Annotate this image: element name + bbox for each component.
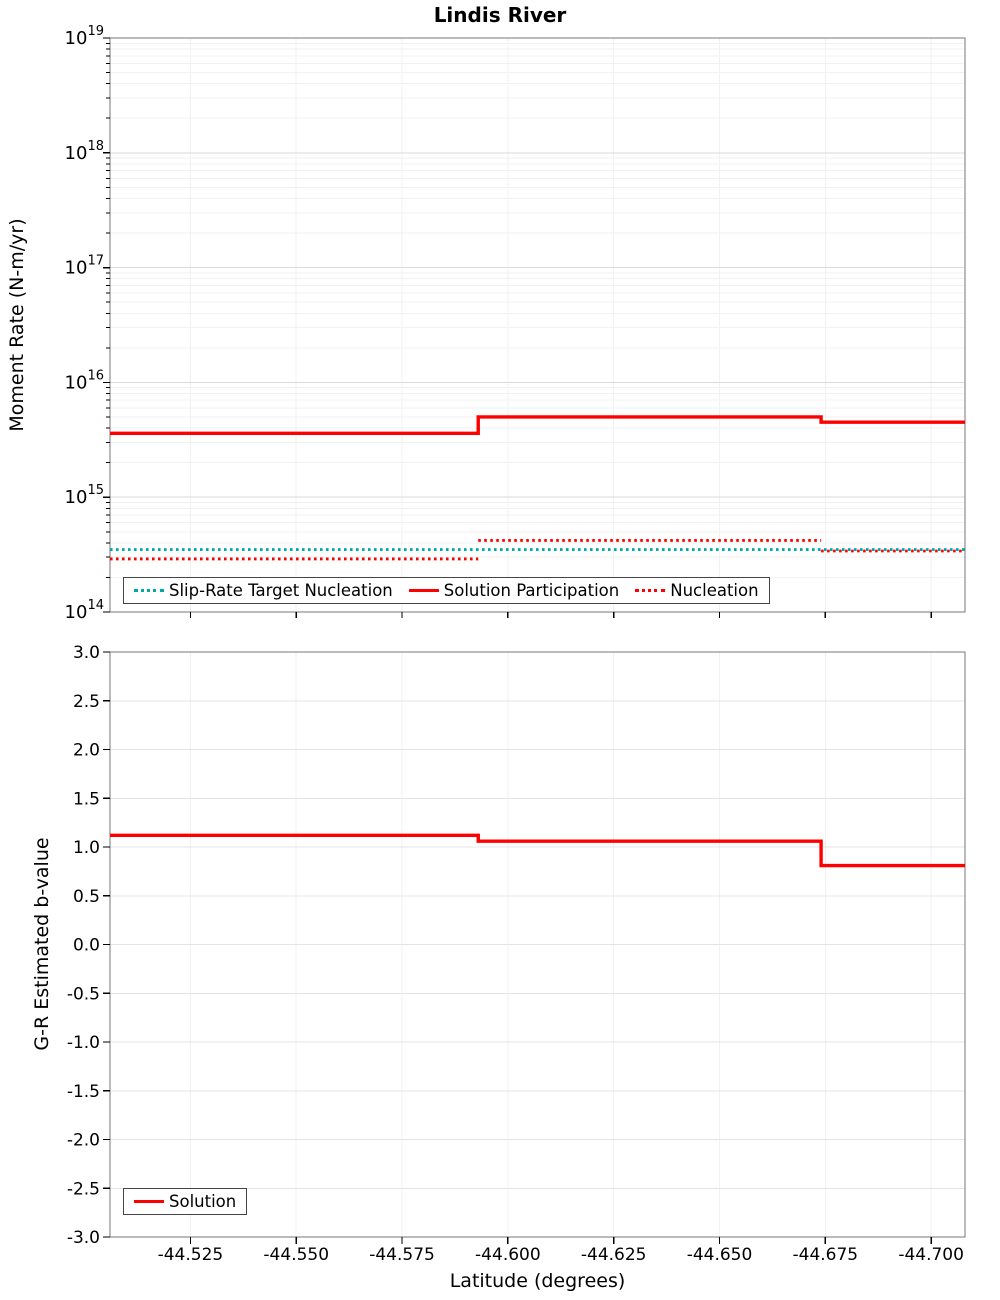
svg-text:-1.5: -1.5 <box>67 1082 100 1102</box>
solid-red-line-swatch <box>408 589 439 592</box>
legend-item-solution: Solution <box>134 1192 236 1211</box>
b-value-axis-title: G-R Estimated b-value <box>31 837 53 1051</box>
svg-text:1015: 1015 <box>65 483 104 508</box>
dotted-teal-line-swatch <box>134 589 164 592</box>
legend-item-nucleation: Nucleation <box>635 581 759 600</box>
svg-text:-44.625: -44.625 <box>581 1245 647 1265</box>
svg-text:2.5: 2.5 <box>73 692 100 712</box>
svg-text:0.0: 0.0 <box>73 936 100 956</box>
svg-text:3.0: 3.0 <box>73 643 100 663</box>
legend-item-solution-participation: Solution Participation <box>408 581 620 600</box>
svg-text:1014: 1014 <box>65 598 104 623</box>
legend-label-slip-rate-target-nucleation: Slip-Rate Target Nucleation <box>169 581 393 600</box>
svg-text:-1.0: -1.0 <box>67 1033 100 1053</box>
svg-text:-44.650: -44.650 <box>687 1245 753 1265</box>
svg-text:-44.675: -44.675 <box>793 1245 859 1265</box>
svg-text:1018: 1018 <box>65 139 104 164</box>
svg-text:-44.525: -44.525 <box>158 1245 224 1265</box>
chart-title: Lindis River <box>433 3 567 27</box>
dotted-red-line-swatch <box>635 589 666 592</box>
svg-text:2.0: 2.0 <box>73 741 100 761</box>
svg-text:-44.550: -44.550 <box>263 1245 329 1265</box>
svg-text:1.5: 1.5 <box>73 789 100 809</box>
svg-text:1016: 1016 <box>65 368 104 393</box>
legend-label-nucleation: Nucleation <box>670 581 759 600</box>
svg-text:1019: 1019 <box>65 24 104 49</box>
legend-label-solution-participation: Solution Participation <box>443 581 620 600</box>
legend-label-solution: Solution <box>169 1192 237 1211</box>
legend-item-slip-rate-target-nucleation: Slip-Rate Target Nucleation <box>134 581 393 600</box>
b-value-legend: Solution <box>123 1188 248 1215</box>
svg-text:-3.0: -3.0 <box>67 1228 100 1248</box>
moment-rate-legend: Slip-Rate Target Nucleation Solution Par… <box>123 577 770 604</box>
svg-text:-44.575: -44.575 <box>369 1245 435 1265</box>
latitude-axis-title: Latitude (degrees) <box>449 1270 626 1292</box>
svg-text:-0.5: -0.5 <box>67 984 100 1004</box>
svg-text:-2.0: -2.0 <box>67 1131 100 1151</box>
solid-red-line-swatch <box>134 1200 164 1203</box>
svg-text:-44.600: -44.600 <box>475 1245 541 1265</box>
svg-text:-2.5: -2.5 <box>67 1179 100 1199</box>
moment-rate-axis-title: Moment Rate (N-m/yr) <box>6 218 28 432</box>
svg-text:0.5: 0.5 <box>73 887 100 907</box>
svg-text:1.0: 1.0 <box>73 838 100 858</box>
svg-text:-44.700: -44.700 <box>898 1245 964 1265</box>
svg-text:1017: 1017 <box>65 254 104 279</box>
